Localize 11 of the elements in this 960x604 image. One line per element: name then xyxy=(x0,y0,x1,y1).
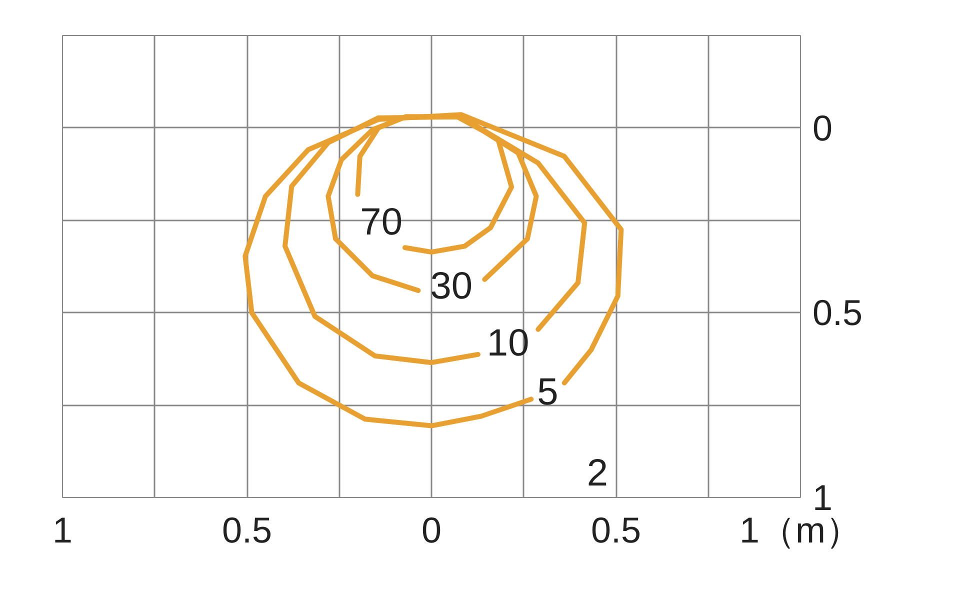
x-tick-label: 1 xyxy=(52,510,73,550)
x-tick-label: 0.5 xyxy=(222,510,272,550)
series-label: 10 xyxy=(486,322,530,364)
x-tick-label: 0.5 xyxy=(590,510,642,550)
series-label: 30 xyxy=(430,265,473,308)
series-label: 70 xyxy=(360,202,402,244)
y-tick-label: 0.5 xyxy=(812,292,863,334)
annotation: 2 xyxy=(586,452,608,494)
series-label: 5 xyxy=(537,372,558,414)
x-tick-label: 0 xyxy=(421,510,442,550)
y-tick-label: 0 xyxy=(812,107,833,148)
